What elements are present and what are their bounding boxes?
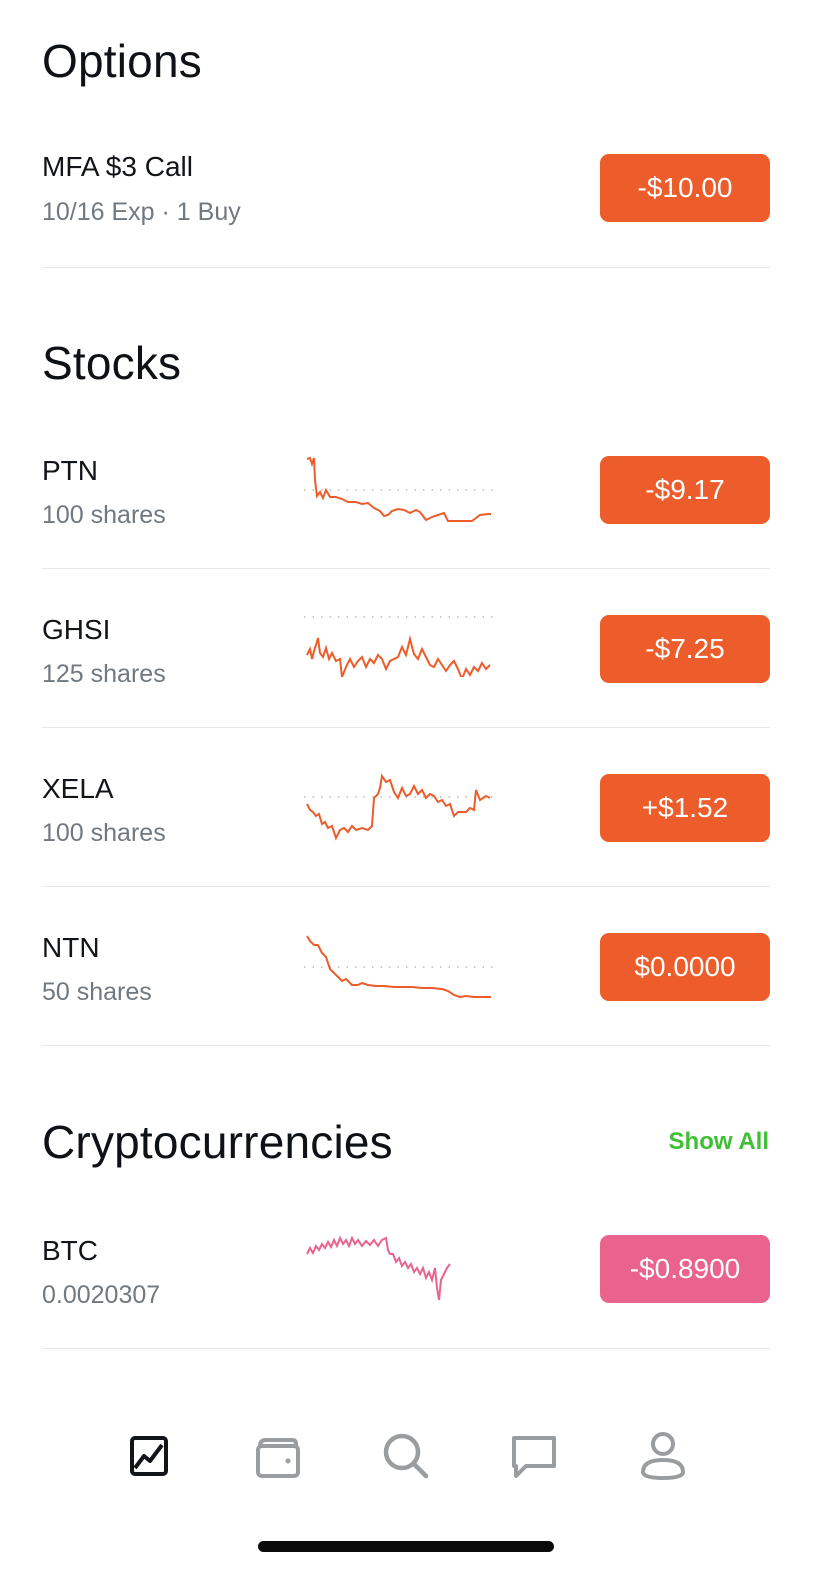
stock-row-ghsi[interactable]: GHSI 125 shares -$7.25 (42, 569, 770, 728)
chart-icon (130, 1436, 168, 1476)
stock-value-button[interactable]: +$1.52 (600, 774, 770, 842)
tab-portfolio[interactable] (113, 1420, 185, 1492)
tab-wallet[interactable] (242, 1420, 314, 1492)
crypto-section-title: Cryptocurrencies (42, 1116, 393, 1168)
stock-shares: 100 shares (42, 501, 166, 529)
tab-bar (0, 1420, 816, 1500)
stock-value-button[interactable]: -$9.17 (600, 456, 770, 524)
show-all-link[interactable]: Show All (668, 1128, 769, 1155)
option-name: MFA $3 Call (42, 151, 193, 182)
sparkline-ghsi (304, 616, 496, 677)
stock-value-button[interactable]: $0.0000 (600, 933, 770, 1001)
home-indicator[interactable] (258, 1541, 554, 1552)
tab-messages[interactable] (498, 1420, 570, 1492)
stock-symbol: NTN (42, 932, 100, 963)
tab-search[interactable] (370, 1420, 442, 1492)
chat-icon (512, 1436, 556, 1478)
stock-row-xela[interactable]: XELA 100 shares +$1.52 (42, 728, 770, 887)
stock-symbol: PTN (42, 455, 98, 486)
option-row-mfa[interactable]: MFA $3 Call 10/16 Exp · 1 Buy -$10.00 (42, 120, 770, 268)
stock-shares: 50 shares (42, 978, 152, 1006)
search-icon (383, 1433, 429, 1479)
stock-shares: 100 shares (42, 819, 166, 847)
stock-value-button[interactable]: -$7.25 (600, 615, 770, 683)
tab-profile[interactable] (627, 1420, 699, 1492)
sparkline-ptn (304, 456, 496, 522)
option-detail: 10/16 Exp · 1 Buy (42, 198, 241, 226)
stock-row-ntn[interactable]: NTN 50 shares $0.0000 (42, 887, 770, 1046)
crypto-amount: 0.0020307 (42, 1281, 161, 1309)
sparkline-btc (306, 1235, 451, 1301)
option-value-button[interactable]: -$10.00 (600, 154, 770, 222)
crypto-value-button[interactable]: -$0.8900 (600, 1235, 770, 1303)
sparkline-xela (304, 773, 496, 841)
stock-symbol: XELA (42, 773, 114, 804)
stock-shares: 125 shares (42, 660, 166, 688)
crypto-row-btc[interactable]: BTC 0.0020307 -$0.8900 (42, 1188, 770, 1349)
stock-symbol: GHSI (42, 614, 111, 645)
stock-row-ptn[interactable]: PTN 100 shares -$9.17 (42, 410, 770, 569)
options-section-title: Options (42, 35, 202, 87)
profile-icon (640, 1432, 686, 1481)
stocks-section-title: Stocks (42, 337, 182, 389)
crypto-symbol: BTC (42, 1235, 98, 1266)
wallet-icon (256, 1438, 300, 1478)
sparkline-ntn (304, 935, 496, 999)
